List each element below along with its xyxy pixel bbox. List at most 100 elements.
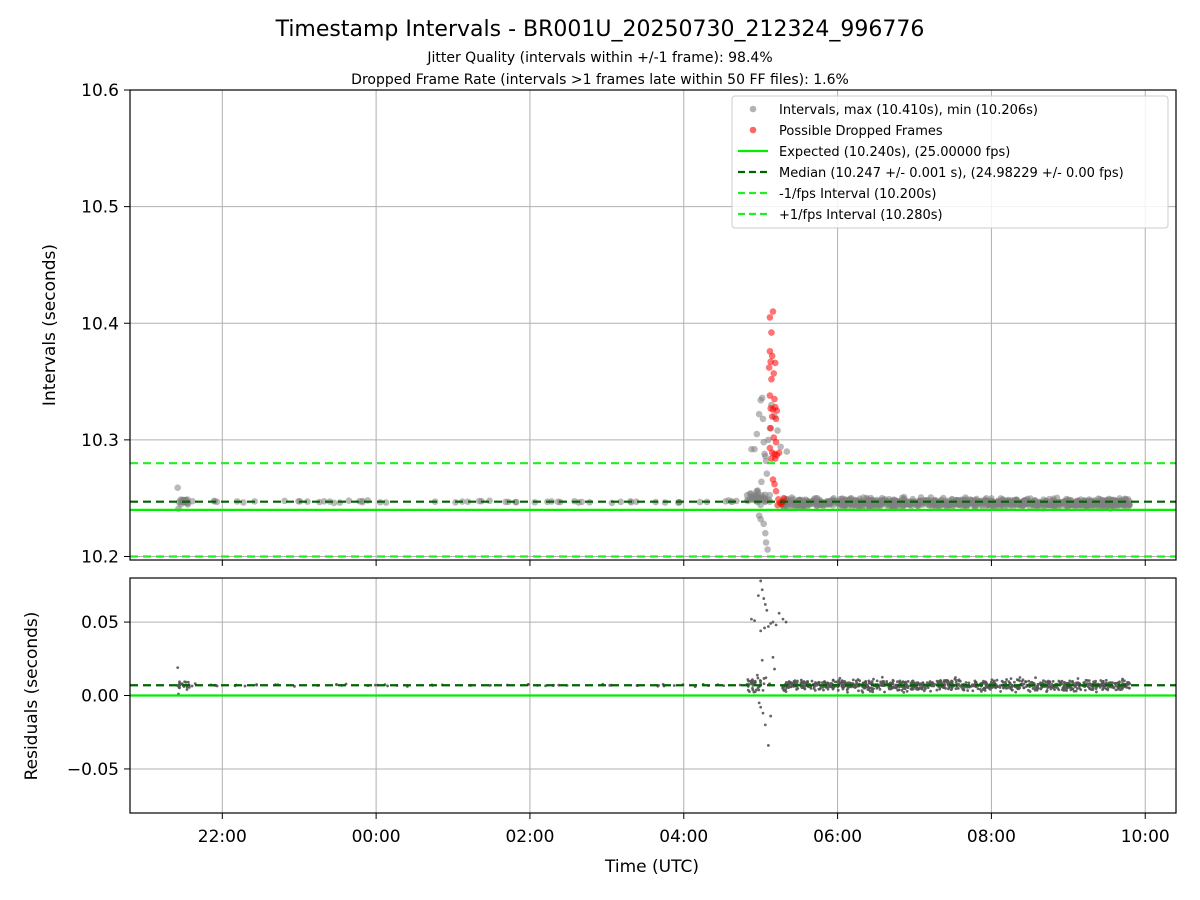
residual-point [1076, 681, 1080, 685]
residual-point [1078, 686, 1082, 690]
residual-point [771, 655, 775, 659]
residual-point [190, 684, 194, 688]
residual-point [1065, 686, 1069, 690]
residual-point [184, 680, 188, 684]
interval-point [754, 487, 761, 494]
residual-point [933, 682, 937, 686]
residual-point [1018, 679, 1021, 683]
y-tick-label: 10.6 [81, 81, 119, 101]
residual-point [982, 687, 986, 691]
plot-area [130, 308, 1176, 558]
interval-point [358, 499, 366, 506]
residual-point [989, 680, 993, 684]
residual-point [1034, 676, 1037, 680]
interval-point [788, 501, 796, 509]
dropped-frame-point [769, 308, 777, 315]
residual-point [1042, 679, 1045, 683]
residual-point [769, 622, 773, 625]
interval-point [760, 495, 767, 502]
residual-point [826, 687, 830, 691]
residual-point [1053, 688, 1056, 691]
legend-marker-intervals [749, 105, 757, 113]
residual-point [1116, 687, 1120, 691]
residual-point [777, 611, 781, 615]
residual-point [892, 686, 896, 690]
residual-point [872, 677, 875, 681]
residual-point [784, 620, 788, 624]
top-y-axis-label: Intervals (seconds) [40, 244, 60, 406]
residual-point [858, 679, 862, 683]
residual-point [906, 684, 910, 688]
residual-point [1059, 681, 1063, 685]
y-tick-label: 10.4 [81, 314, 119, 334]
residual-point [1110, 685, 1114, 689]
residual-point [883, 690, 886, 694]
residual-point [809, 687, 813, 690]
residual-point [801, 680, 805, 684]
residual-point [1082, 681, 1086, 685]
residual-point [885, 680, 889, 683]
residual-point [906, 679, 910, 683]
interval-point [304, 498, 311, 505]
residual-point [1009, 682, 1013, 686]
residual-point [814, 681, 817, 684]
interval-point [464, 498, 472, 506]
dropped-frame-point [770, 370, 778, 377]
residual-point [1125, 683, 1129, 687]
residual-point [946, 679, 949, 683]
residual-point [847, 681, 851, 685]
bottom-y-axis-label: Residuals (seconds) [22, 612, 42, 781]
residual-point [889, 686, 893, 689]
residual-point [817, 687, 821, 691]
residual-point [835, 680, 839, 684]
residual-point [1075, 687, 1079, 690]
residual-point [1099, 679, 1103, 682]
residual-point [816, 681, 820, 685]
interval-point [854, 502, 862, 509]
residual-point [836, 688, 840, 692]
residual-point [802, 686, 805, 690]
residual-point [1083, 688, 1087, 692]
dropped-frame-point [771, 455, 779, 462]
residual-point [901, 680, 905, 684]
residual-point [1121, 677, 1124, 681]
residual-point [967, 681, 971, 685]
interval-point [757, 515, 764, 523]
legend-label-minus-fps: -1/fps Interval (10.200s) [779, 187, 936, 202]
y-tick-label: 0.05 [81, 613, 119, 633]
dropped-frame-point [768, 352, 776, 360]
residual-point [185, 688, 189, 691]
plot-area [130, 579, 1176, 747]
dropped-frame-point [771, 359, 779, 367]
residual-point [386, 684, 389, 688]
legend-label-intervals: Intervals, max (10.410s), min (10.206s) [779, 103, 1038, 118]
residual-point [857, 689, 860, 693]
residual-point [870, 680, 874, 683]
axes-frame [129, 577, 1177, 814]
residual-point [1015, 678, 1019, 682]
dropped-frame-point [766, 314, 774, 321]
residual-point [1013, 680, 1016, 684]
interval-point [758, 394, 766, 402]
legend-label-expected: Expected (10.240s), (25.00000 fps) [779, 145, 1010, 160]
residual-point [756, 594, 760, 598]
interval-point [748, 495, 756, 502]
residual-point [1061, 686, 1065, 690]
residual-point [1101, 688, 1104, 691]
residual-point [918, 686, 922, 690]
residual-point [917, 683, 921, 687]
residual-point [243, 684, 247, 688]
residual-point [960, 685, 964, 689]
residual-point [1104, 687, 1108, 691]
residual-point [929, 689, 932, 693]
residual-point [962, 688, 966, 692]
residual-point [880, 684, 884, 687]
residual-point [904, 685, 908, 689]
residual-point [923, 686, 927, 689]
residual-point [796, 687, 800, 690]
residual-point [979, 689, 983, 693]
residual-point [764, 676, 768, 680]
residual-point [774, 623, 778, 627]
interval-point [755, 410, 763, 418]
